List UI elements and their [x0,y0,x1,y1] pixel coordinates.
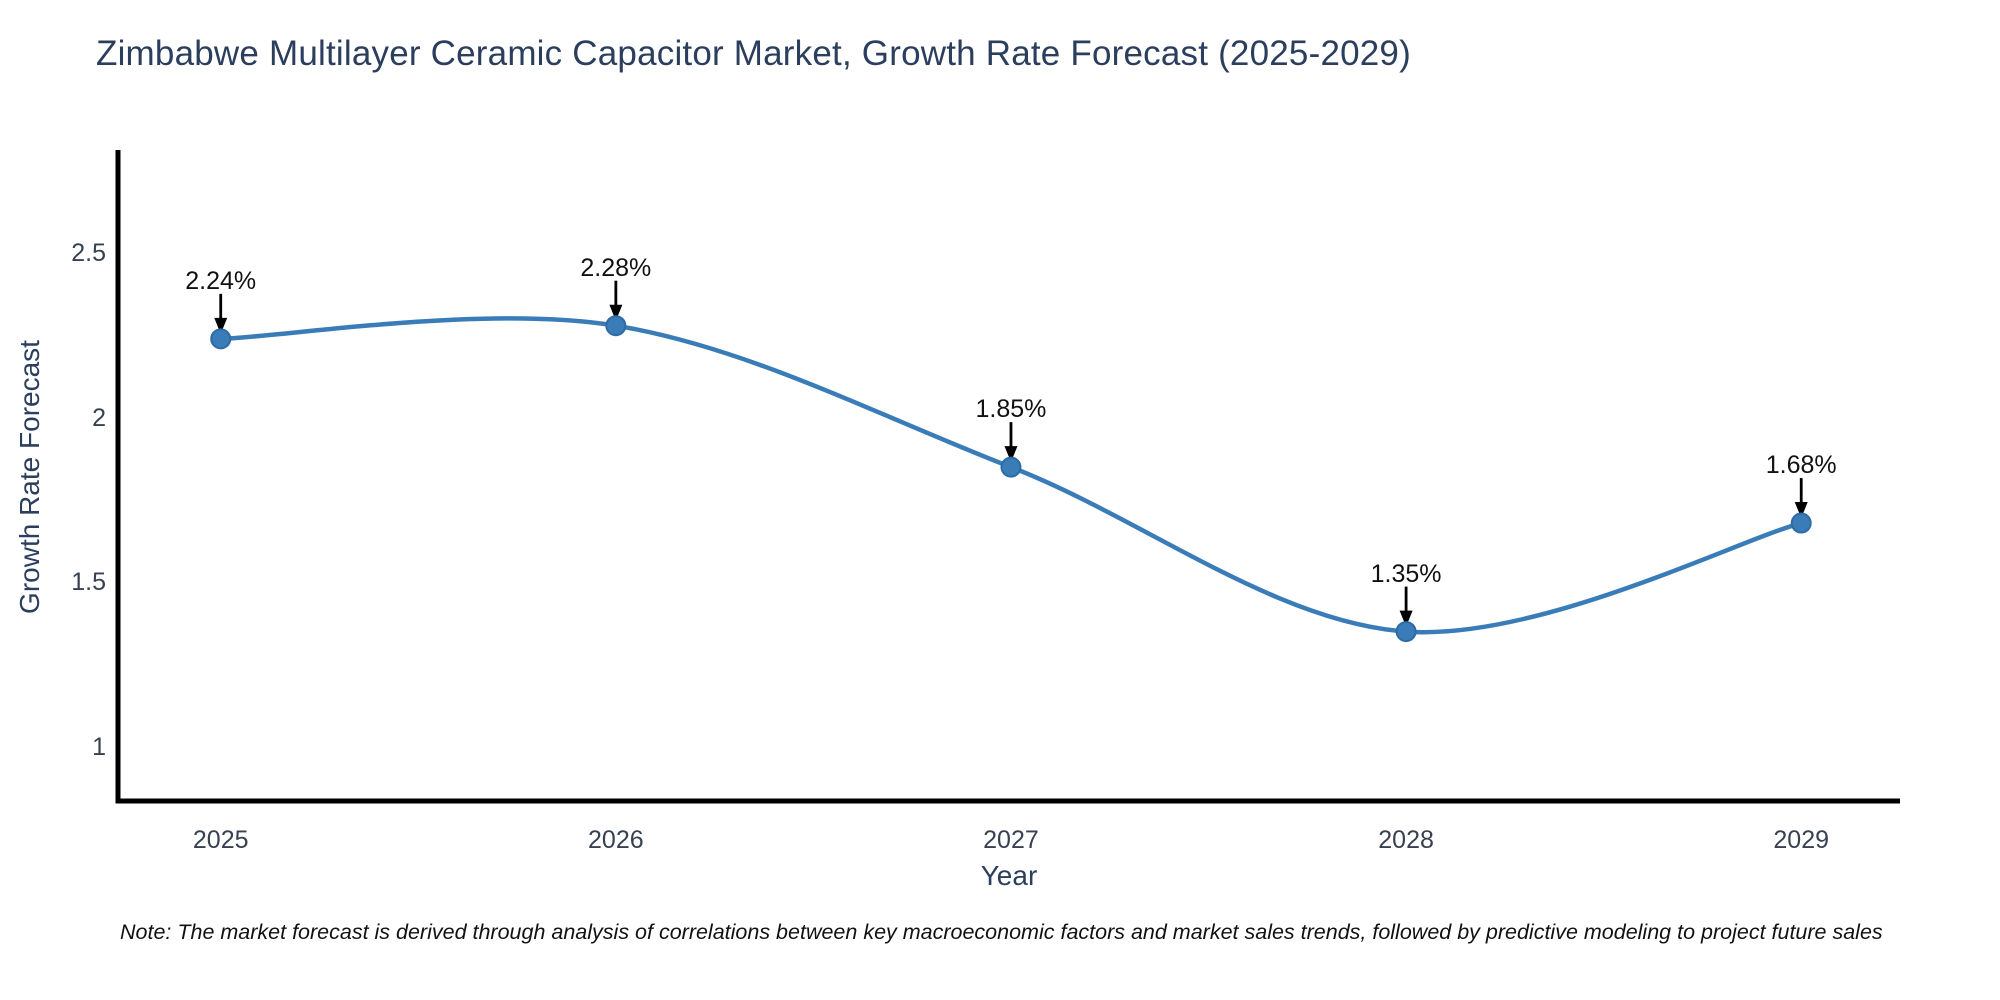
data-point-marker [1790,512,1812,534]
annotation-arrowhead [1399,610,1413,627]
annotation-label: 1.35% [1370,559,1442,588]
annotation-label: 2.24% [185,266,257,295]
data-point-marker [1000,456,1022,478]
chart-title: Zimbabwe Multilayer Ceramic Capacitor Ma… [96,34,1411,73]
annotation-label: 1.85% [975,395,1047,424]
x-axis-title: Year [980,860,1038,891]
annotation-label: 2.28% [580,253,652,282]
y-tick-label: 2 [92,403,106,432]
data-point-marker [1395,621,1417,643]
x-tick-label: 2029 [1773,826,1830,854]
footnote-text: Note: The market forecast is derived thr… [120,920,1883,944]
data-point-marker [605,315,627,337]
y-tick-label: 1.5 [71,568,106,597]
annotation-arrowhead [1004,446,1018,463]
annotation-arrowhead [609,304,623,321]
data-point-marker [210,328,232,350]
y-tick-label: 1 [92,732,106,761]
x-tick-label: 2026 [588,826,644,854]
annotation-arrowhead [214,317,228,334]
x-tick-label: 2027 [983,826,1039,854]
x-tick-label: 2028 [1378,826,1434,854]
annotation-label: 1.68% [1765,451,1837,480]
y-tick-label: 2.5 [71,239,106,268]
annotation-arrowhead [1794,502,1808,519]
x-tick-label: 2025 [192,826,249,854]
y-axis-title: Growth Rate Forecast [14,340,45,614]
